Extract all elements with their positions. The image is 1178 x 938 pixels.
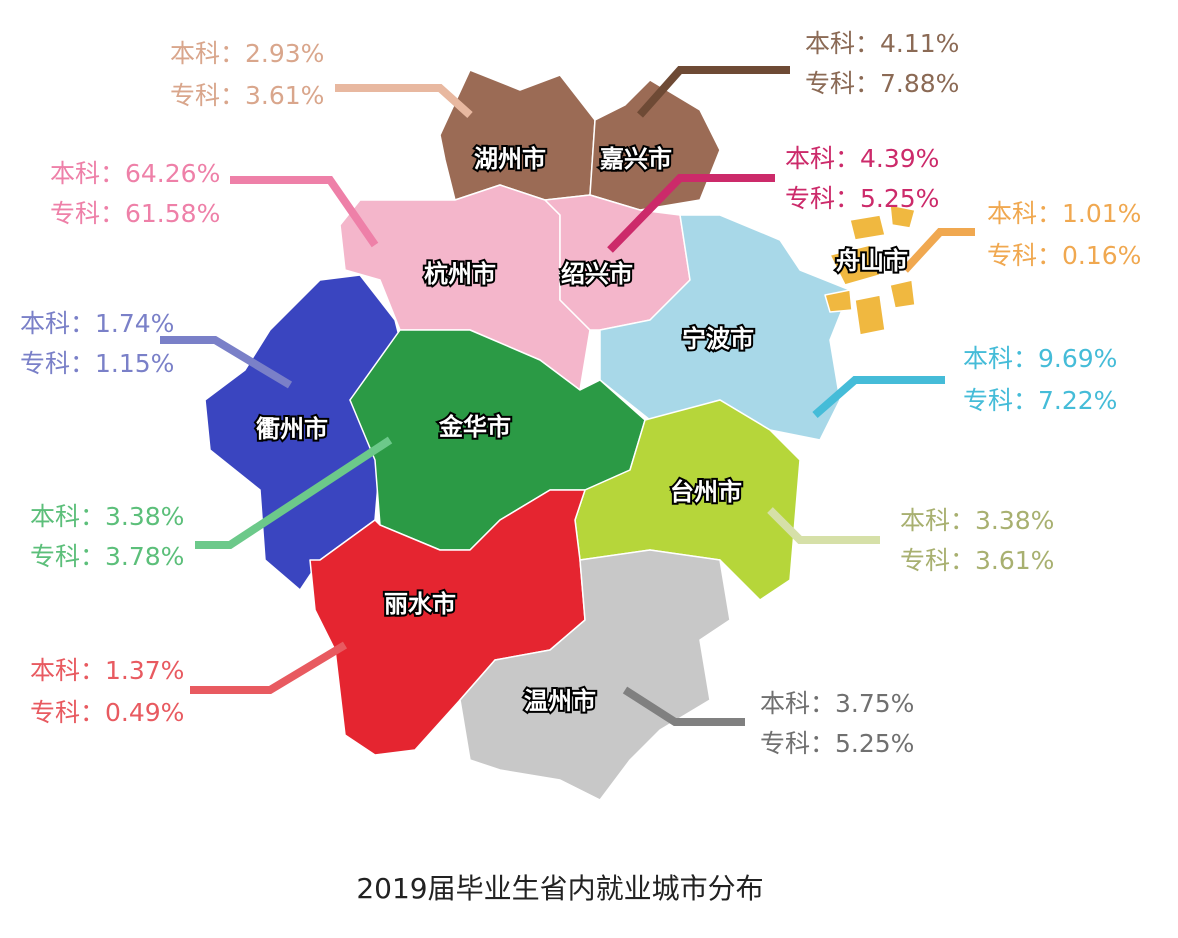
label-line: 本科：3.38% (30, 502, 184, 531)
region-huzhou (439, 69, 596, 201)
leaders (160, 66, 975, 726)
city-name: 温州市 (524, 687, 596, 715)
label-line: 专科：3.61% (900, 546, 1054, 575)
leader-line (812, 376, 945, 419)
leader-line (767, 507, 880, 544)
label-line: 专科：3.61% (170, 81, 324, 110)
label-line: 专科：1.15% (20, 349, 174, 378)
city-name: 嘉兴市 (600, 145, 672, 173)
island (889, 279, 916, 309)
region-quzhou (204, 274, 401, 591)
city-name: 宁波市 (682, 325, 754, 353)
label-line: 专科：0.16% (987, 241, 1141, 270)
label-line: 专科：7.22% (963, 386, 1117, 415)
city-name: 湖州市 (474, 145, 546, 173)
island (889, 204, 916, 229)
label-line: 本科：1.01% (987, 199, 1141, 228)
leader-line (637, 66, 790, 118)
regions (204, 69, 916, 801)
leader-line (335, 84, 473, 118)
leader-line (160, 336, 293, 389)
leader-line (622, 686, 745, 726)
label-line: 本科：4.39% (785, 144, 939, 173)
region-zhoushan (824, 204, 916, 336)
city-name: 绍兴市 (561, 260, 633, 288)
island (849, 214, 886, 241)
leader-line (902, 228, 975, 273)
leader-line (230, 176, 379, 248)
city-name: 杭州市 (424, 260, 496, 288)
label-line: 本科：64.26% (50, 159, 220, 188)
label-line: 专科：7.88% (805, 69, 959, 98)
map-title: 2019届毕业生省内就业城市分布 (356, 872, 763, 905)
label-line: 专科：5.25% (760, 729, 914, 758)
leader-line (195, 436, 393, 549)
label-line: 本科：1.74% (20, 309, 174, 338)
city-names: 湖州市 嘉兴市 杭州市 绍兴市 舟山市 衢州市 宁波市 金华市 台州市 丽水市 … (254, 143, 910, 717)
label-line: 本科：9.69% (963, 344, 1117, 373)
leader-line (607, 174, 775, 253)
region-wenzhou (459, 549, 731, 801)
city-name: 舟山市 (836, 247, 908, 275)
region-ningbo (599, 214, 851, 441)
city-name: 丽水市 (384, 590, 456, 618)
labels: 本科：2.93% 专科：3.61% 本科：4.11% 专科：7.88% 本科：6… (20, 29, 1141, 758)
label-line: 专科：61.58% (50, 199, 220, 228)
label-line: 本科：1.37% (30, 656, 184, 685)
label-line: 本科：4.11% (805, 29, 959, 58)
island (829, 244, 881, 286)
label-line: 专科：0.49% (30, 698, 184, 727)
label-line: 专科：3.78% (30, 542, 184, 571)
label-line: 本科：3.75% (760, 689, 914, 718)
leader-line (190, 641, 348, 694)
island (824, 289, 853, 313)
city-name: 金华市 (438, 413, 511, 441)
label-line: 本科：2.93% (170, 39, 324, 68)
label-line: 本科：3.38% (900, 506, 1054, 535)
city-name: 台州市 (670, 478, 742, 506)
label-line: 专科：5.25% (785, 184, 939, 213)
island (854, 294, 886, 336)
city-name: 衢州市 (256, 415, 328, 443)
